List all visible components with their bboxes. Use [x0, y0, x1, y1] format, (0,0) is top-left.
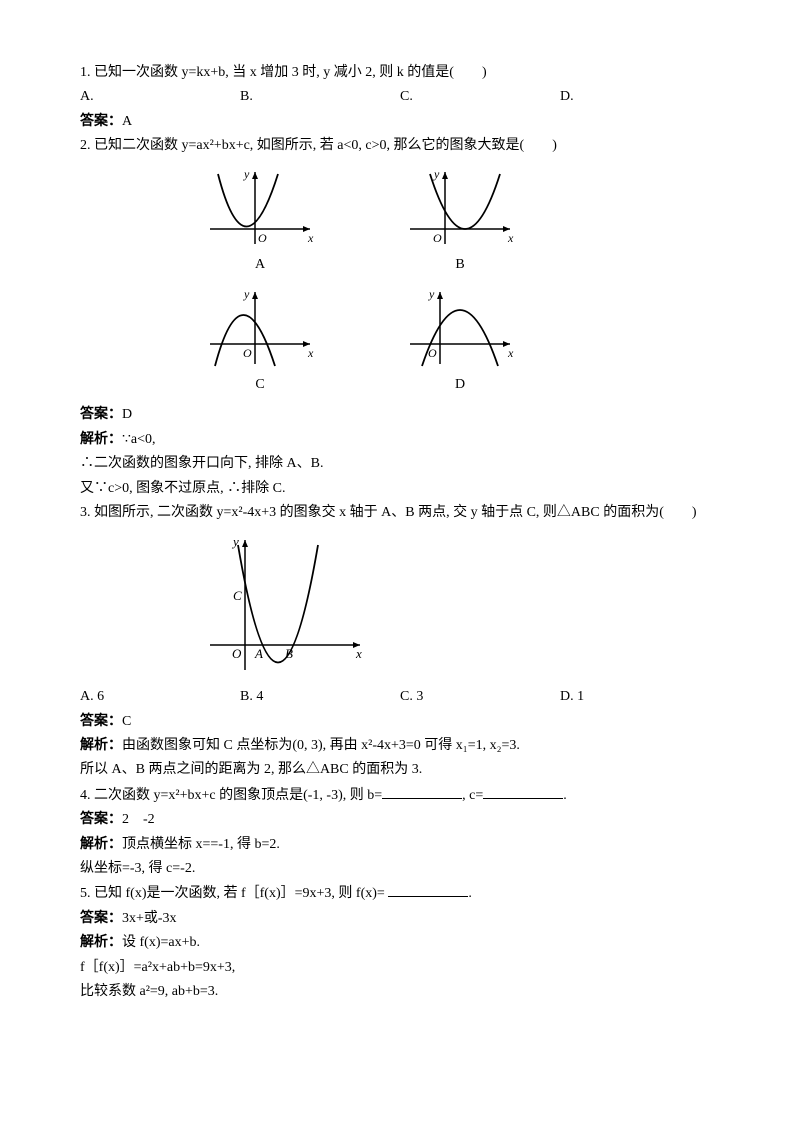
svg-text:y: y: [428, 287, 435, 301]
blank-c: [483, 784, 563, 799]
answer-label: 答案：: [80, 407, 122, 422]
q4-pre: 4. 二次函数 y=x²+bx+c 的图象顶点是(-1, -3), 则 b=: [80, 788, 382, 803]
q3-exp-line1: 解析：由函数图象可知 C 点坐标为(0, 3), 再由 x²-4x+3=0 可得…: [80, 735, 720, 757]
svg-text:O: O: [433, 231, 442, 245]
q3-text: 3. 如图所示, 二次函数 y=x²-4x+3 的图象交 x 轴于 A、B 两点…: [80, 502, 720, 524]
q5-exp1: 设 f(x)=ax+b.: [122, 935, 200, 950]
q1-optB: B.: [240, 86, 400, 108]
svg-text:O: O: [232, 646, 242, 661]
blank-fx: [388, 882, 468, 897]
q2-text: 2. 已知二次函数 y=ax²+bx+c, 如图所示, 若 a<0, c>0, …: [80, 135, 720, 157]
q2-labelA: A: [200, 254, 320, 276]
svg-text:A: A: [254, 646, 263, 661]
q5-exp-line1: 解析：设 f(x)=ax+b.: [80, 932, 720, 954]
q4-exp-line1: 解析：顶点横坐标 x==-1, 得 b=2.: [80, 834, 720, 856]
q4-post: .: [563, 788, 567, 803]
q2-labelD: D: [400, 374, 520, 396]
q3-exp2: 所以 A、B 两点之间的距离为 2, 那么△ABC 的面积为 3.: [80, 759, 720, 781]
q2-fig-C: x y O C: [200, 284, 320, 396]
q2-answer-line: 答案：D: [80, 404, 720, 426]
svg-text:x: x: [355, 646, 362, 661]
answer-label: 答案：: [80, 114, 122, 129]
svg-text:x: x: [307, 231, 314, 245]
q5-exp2: f［f(x)］=a²x+ab+b=9x+3,: [80, 957, 720, 979]
q1-options: A. B. C. D.: [80, 86, 720, 108]
q4-exp1: 顶点横坐标 x==-1, 得 b=2.: [122, 837, 280, 852]
q2-fig-A: x y O A: [200, 164, 320, 276]
blank-b: [382, 784, 462, 799]
answer-label: 答案：: [80, 714, 122, 729]
q1-optD: D.: [560, 86, 720, 108]
svg-text:x: x: [307, 346, 314, 360]
q3-exp1: 由函数图象可知 C 点坐标为(0, 3), 再由 x²-4x+3=0 可得 x₁…: [122, 738, 520, 753]
q2-exp1: ∵a<0,: [122, 432, 156, 447]
q1-text: 1. 已知一次函数 y=kx+b, 当 x 增加 3 时, y 减小 2, 则 …: [80, 62, 720, 84]
svg-text:B: B: [285, 646, 293, 661]
q3-optC: C. 3: [400, 686, 560, 708]
q2-labelC: C: [200, 374, 320, 396]
q5-answer: 3x+或-3x: [122, 911, 177, 926]
q2-answer: D: [122, 407, 132, 422]
q3-options: A. 6 B. 4 C. 3 D. 1: [80, 686, 720, 708]
answer-label: 答案：: [80, 911, 122, 926]
q1-optC: C.: [400, 86, 560, 108]
answer-label: 答案：: [80, 812, 122, 827]
explain-label: 解析：: [80, 837, 122, 852]
q5-post: .: [468, 886, 472, 901]
q2-labelB: B: [400, 254, 520, 276]
q2-exp2: ∴二次函数的图象开口向下, 排除 A、B.: [80, 453, 720, 475]
q3-optA: A. 6: [80, 686, 240, 708]
q5-exp3: 比较系数 a²=9, ab+b=3.: [80, 981, 720, 1003]
svg-text:y: y: [243, 287, 250, 301]
q2-fig-B: x y O B: [400, 164, 520, 276]
q2-exp3: 又∵c>0, 图象不过原点, ∴排除 C.: [80, 478, 720, 500]
explain-label: 解析：: [80, 738, 122, 753]
q4-exp2: 纵坐标=-3, 得 c=-2.: [80, 858, 720, 880]
q5-text: 5. 已知 f(x)是一次函数, 若 f［f(x)］=9x+3, 则 f(x)=…: [80, 882, 720, 905]
q2-fig-D: x y O D: [400, 284, 520, 396]
q3-optB: B. 4: [240, 686, 400, 708]
q3-optD: D. 1: [560, 686, 720, 708]
svg-text:x: x: [507, 231, 514, 245]
svg-text:y: y: [433, 167, 440, 181]
explain-label: 解析：: [80, 935, 122, 950]
q4-answer-line: 答案：2 -2: [80, 809, 720, 831]
svg-text:O: O: [258, 231, 267, 245]
q1-answer-line: 答案：A: [80, 111, 720, 133]
q3-figure: x y O C A B: [200, 530, 720, 680]
q1-optA: A.: [80, 86, 240, 108]
explain-label: 解析：: [80, 432, 122, 447]
svg-text:O: O: [243, 346, 252, 360]
q5-answer-line: 答案：3x+或-3x: [80, 908, 720, 930]
q4-text: 4. 二次函数 y=x²+bx+c 的图象顶点是(-1, -3), 则 b= , …: [80, 784, 720, 807]
q2-exp-line1: 解析：∵a<0,: [80, 429, 720, 451]
svg-text:x: x: [507, 346, 514, 360]
q3-answer: C: [122, 714, 131, 729]
q2-figures: x y O A x y O B: [200, 164, 720, 397]
q4-answer: 2 -2: [122, 812, 155, 827]
svg-text:y: y: [243, 167, 250, 181]
q3-answer-line: 答案：C: [80, 711, 720, 733]
q4-mid: , c=: [462, 788, 483, 803]
q5-pre: 5. 已知 f(x)是一次函数, 若 f［f(x)］=9x+3, 则 f(x)=: [80, 886, 388, 901]
q1-answer: A: [122, 114, 132, 129]
svg-text:C: C: [233, 588, 242, 603]
